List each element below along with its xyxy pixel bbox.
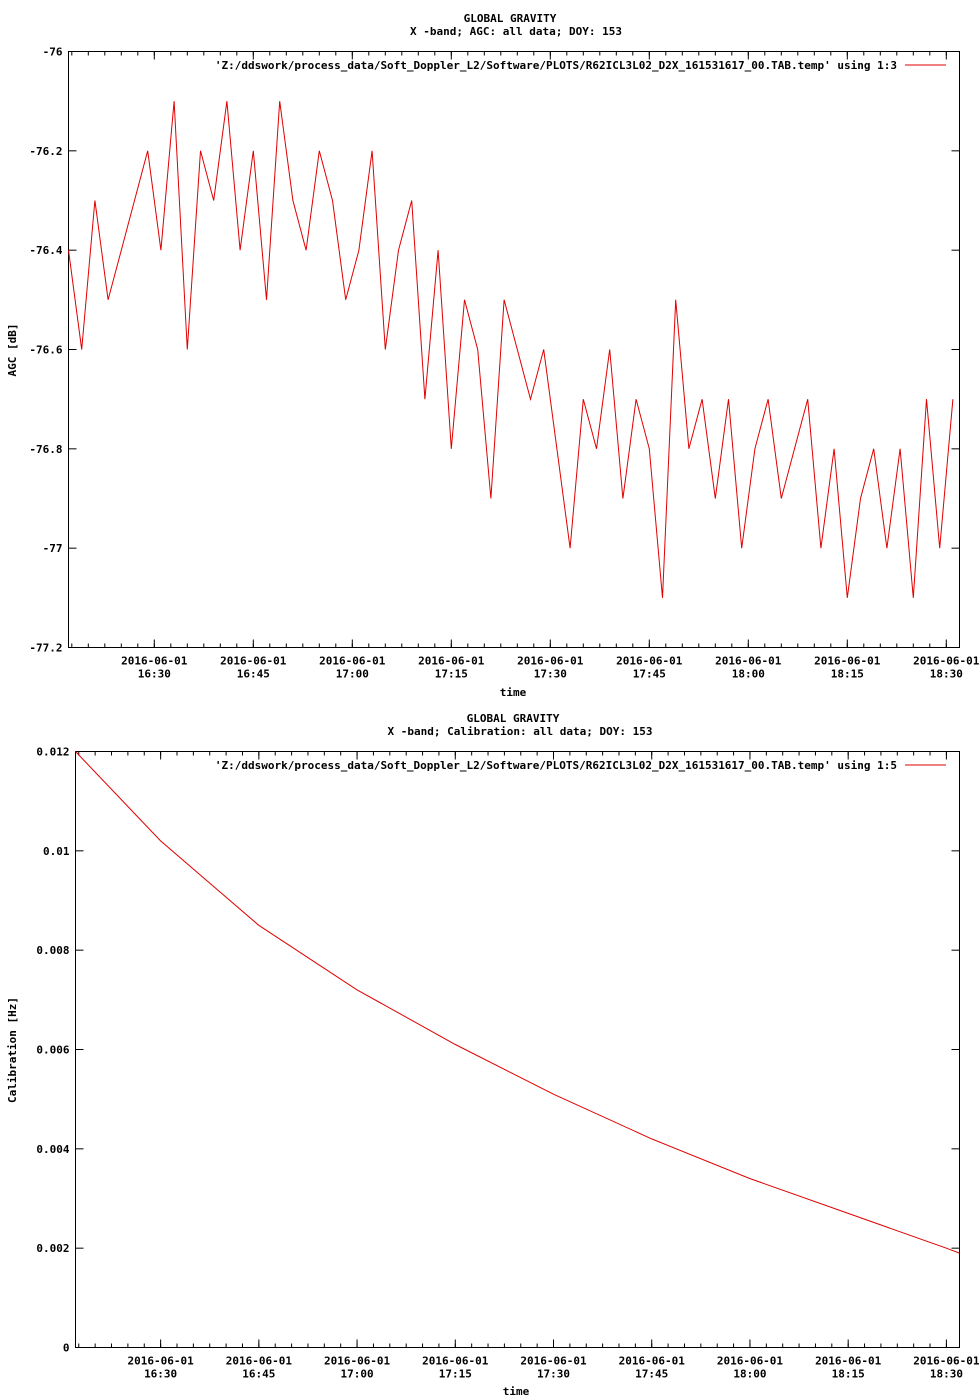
plot-frame	[75, 751, 960, 1348]
x-tick-date-label: 2016-06-01	[418, 655, 485, 668]
plot-frame	[68, 51, 960, 648]
y-ticks: 0 0.002 0.004 0.006 0.008 0.01 0.012	[36, 746, 960, 1355]
chart-title: GLOBAL GRAVITY	[467, 712, 560, 725]
y-tick-label: -76.8	[29, 443, 62, 456]
x-tick-time-label: 18:30	[930, 1368, 963, 1381]
legend-label: 'Z:/ddswork/process_data/Soft_Doppler_L2…	[215, 759, 897, 772]
x-tick-time-label: 17:30	[534, 668, 567, 681]
x-tick-time-label: 17:30	[537, 1368, 570, 1381]
y-tick-label: 0.01	[43, 845, 70, 858]
x-tick-date-label: 2016-06-01	[517, 655, 584, 668]
x-tick-date-label: 2016-06-01	[815, 1355, 882, 1368]
x-minor-ticks	[71, 51, 947, 648]
y-tick-label: -77.2	[29, 642, 62, 655]
x-tick-time-label: 16:45	[237, 668, 270, 681]
x-tick-date-label: 2016-06-01	[220, 655, 287, 668]
y-tick-label: 0.004	[36, 1143, 69, 1156]
x-tick-time-label: 18:30	[930, 668, 963, 681]
x-tick-date-label: 2016-06-01	[913, 655, 980, 668]
calibration-chart: GLOBAL GRAVITY X -band; Calibration: all…	[6, 712, 980, 1398]
y-tick-label: -77	[43, 542, 63, 555]
x-tick-date-label: 2016-06-01	[616, 655, 683, 668]
x-tick-time-label: 16:45	[242, 1368, 275, 1381]
x-tick-date-label: 2016-06-01	[324, 1355, 391, 1368]
x-tick-date-label: 2016-06-01	[913, 1355, 980, 1368]
x-tick-date-label: 2016-06-01	[717, 1355, 784, 1368]
chart-title: GLOBAL GRAVITY	[464, 12, 557, 25]
x-tick-time-label: 17:45	[633, 668, 666, 681]
y-tick-label: -76.4	[29, 244, 62, 257]
x-tick-time-label: 18:00	[732, 668, 765, 681]
x-tick-date-label: 2016-06-01	[422, 1355, 489, 1368]
x-ticks: 2016-06-0116:302016-06-0116:452016-06-01…	[128, 751, 980, 1381]
agc-chart: GLOBAL GRAVITY X -band; AGC: all data; D…	[6, 12, 980, 699]
x-axis-label: time	[500, 686, 527, 699]
chart-subtitle: X -band; AGC: all data; DOY: 153	[410, 25, 622, 38]
agc-series-line	[68, 101, 954, 598]
y-tick-label: 0.008	[36, 944, 69, 957]
x-tick-time-label: 17:15	[439, 1368, 472, 1381]
calibration-series-line	[75, 751, 960, 1254]
y-tick-label: 0	[63, 1342, 70, 1355]
x-tick-date-label: 2016-06-01	[121, 655, 188, 668]
x-minor-ticks	[78, 751, 947, 1348]
x-tick-time-label: 17:00	[336, 668, 369, 681]
x-ticks: 2016-06-0116:302016-06-0116:452016-06-01…	[121, 51, 980, 681]
x-tick-time-label: 17:00	[341, 1368, 374, 1381]
x-tick-date-label: 2016-06-01	[226, 1355, 293, 1368]
x-tick-time-label: 17:45	[635, 1368, 668, 1381]
y-tick-label: -76	[43, 46, 63, 59]
chart-subtitle: X -band; Calibration: all data; DOY: 153	[388, 725, 653, 738]
y-axis-label: Calibration [Hz]	[6, 997, 19, 1103]
y-ticks: -76 -76.2 -76.4 -76.6 -76.8 -77 -77.2	[29, 46, 960, 655]
x-tick-date-label: 2016-06-01	[128, 1355, 195, 1368]
x-tick-time-label: 17:15	[435, 668, 468, 681]
x-tick-date-label: 2016-06-01	[814, 655, 881, 668]
y-tick-label: 0.002	[36, 1242, 69, 1255]
x-tick-date-label: 2016-06-01	[619, 1355, 686, 1368]
x-tick-date-label: 2016-06-01	[520, 1355, 587, 1368]
x-tick-time-label: 18:15	[832, 1368, 865, 1381]
x-axis-label: time	[503, 1385, 530, 1398]
x-tick-date-label: 2016-06-01	[319, 655, 386, 668]
x-tick-time-label: 18:00	[733, 1368, 766, 1381]
legend-label: 'Z:/ddswork/process_data/Soft_Doppler_L2…	[215, 59, 897, 72]
y-tick-label: -76.2	[29, 145, 62, 158]
y-tick-label: 0.012	[36, 746, 69, 759]
y-tick-label: 0.006	[36, 1044, 69, 1057]
y-tick-label: -76.6	[29, 344, 62, 357]
x-tick-time-label: 16:30	[138, 668, 171, 681]
x-tick-time-label: 16:30	[144, 1368, 177, 1381]
x-tick-date-label: 2016-06-01	[715, 655, 782, 668]
x-tick-time-label: 18:15	[831, 668, 864, 681]
y-axis-label: AGC [dB]	[6, 324, 19, 377]
